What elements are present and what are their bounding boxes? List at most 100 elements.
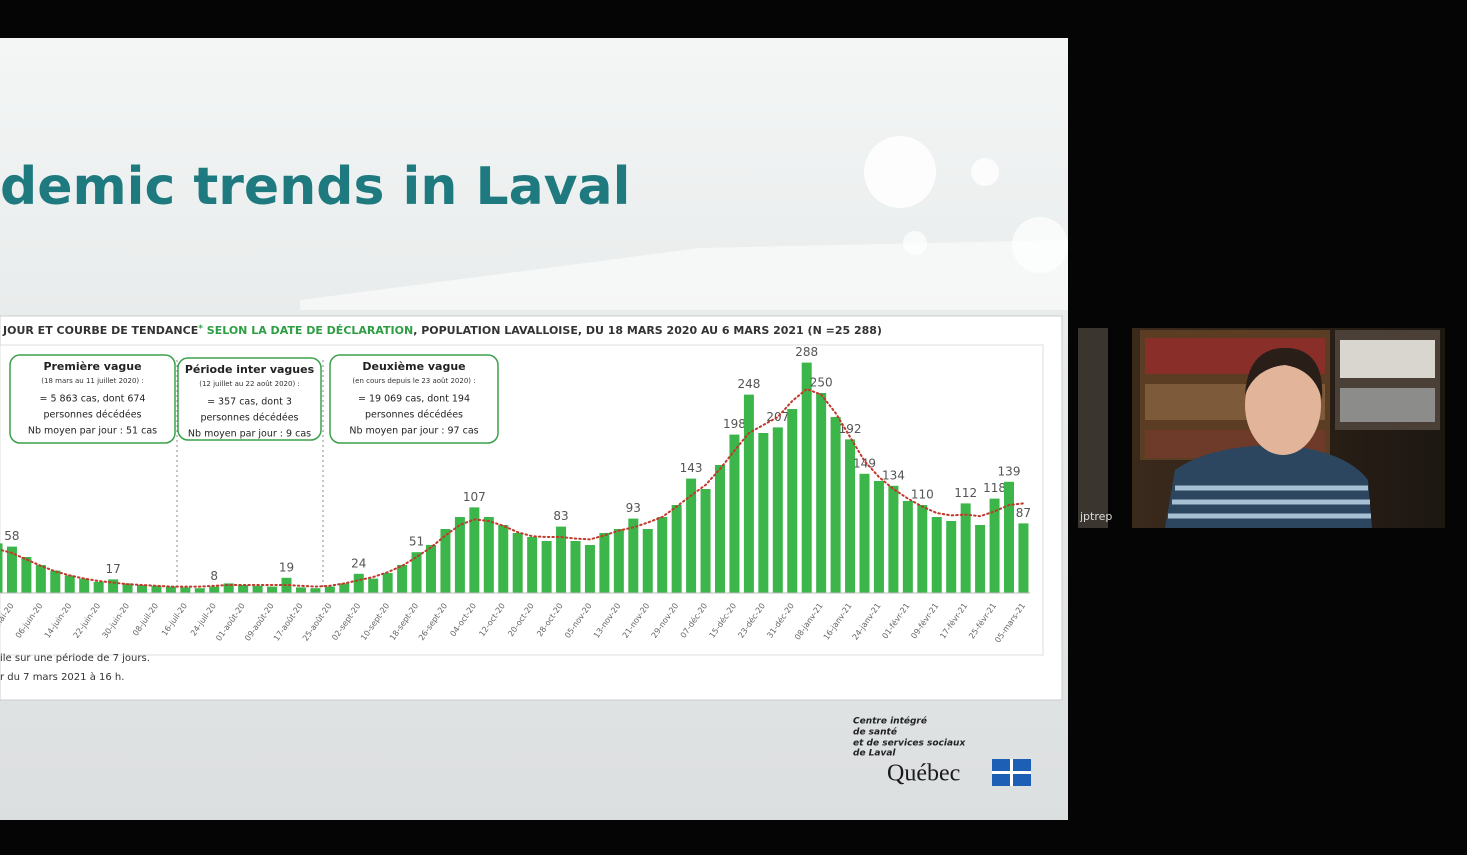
value-label: 112 (954, 486, 977, 500)
bar (902, 501, 913, 593)
logo-text: de santé (853, 727, 897, 738)
bar (599, 533, 610, 593)
bar (498, 525, 509, 593)
value-label: 288 (795, 345, 818, 359)
value-label: 17 (105, 562, 120, 576)
bar (382, 573, 393, 593)
bar (454, 517, 465, 593)
bar (426, 545, 436, 593)
bar (743, 394, 754, 593)
value-label: 58 (4, 529, 19, 543)
footnote: r du 7 mars 2021 à 16 h. (0, 671, 124, 683)
bar (628, 518, 639, 593)
bar (295, 587, 306, 593)
bar (440, 529, 451, 593)
side-tile (1078, 328, 1108, 528)
chart-title-part: , POPULATION LAVALLOISE, DU 18 MARS 2020… (413, 324, 882, 337)
info-box (329, 354, 499, 444)
trend-line (0, 387, 1025, 588)
box-subtitle: (18 mars au 11 juillet 2020) : (41, 377, 143, 385)
value-label: 198 (723, 417, 746, 431)
decor (971, 158, 999, 186)
value-label: 110 (911, 488, 934, 502)
value-label: 87 (1016, 506, 1031, 520)
logo-flag (992, 759, 1031, 786)
bar (541, 541, 552, 593)
chart-title-part: * (198, 324, 203, 334)
box-line: = 19 069 cas, dont 194 (358, 394, 470, 405)
box-line: Nb moyen par jour : 9 cas (188, 429, 311, 440)
person (1165, 347, 1372, 528)
bar (79, 578, 90, 593)
bar (758, 433, 769, 593)
value-label: 118 (983, 481, 1006, 495)
bar (1018, 523, 1029, 593)
participant-name: jptrep (1079, 510, 1112, 523)
box-title: Période inter vagues (185, 363, 315, 376)
chart-title: JOUR ET COURBE DE TENDANCE* SELON LA DAT… (2, 324, 882, 338)
chart-title-part: SELON LA DATE DE DÉCLARATION (203, 324, 413, 337)
bar (989, 498, 1000, 593)
bar (715, 465, 725, 593)
bar (584, 545, 595, 593)
chart-frame (0, 344, 1044, 656)
bar (353, 573, 364, 593)
value-label: 8 (210, 569, 218, 583)
bar (0, 543, 3, 593)
bar (946, 521, 957, 593)
decor (300, 240, 1068, 310)
bar (787, 409, 798, 593)
bar (845, 439, 856, 593)
bar (527, 537, 538, 593)
bar (339, 583, 350, 593)
bar (888, 485, 899, 593)
box-line: personnes décédées (365, 410, 463, 421)
bar (209, 586, 220, 593)
box-line: personnes décédées (200, 413, 298, 424)
bar (729, 434, 740, 593)
box-line: personnes décédées (43, 410, 141, 421)
slide-title: demic trends in Laval (0, 157, 630, 217)
bar (238, 585, 249, 593)
bar (613, 529, 624, 593)
bar (252, 585, 263, 593)
bar (223, 583, 234, 593)
bar (816, 393, 827, 593)
footnote: ile sur une période de 7 jours. (0, 652, 150, 664)
bar (830, 417, 841, 593)
bar (570, 541, 581, 593)
bar (483, 517, 494, 593)
bar (93, 581, 104, 593)
value-label: 143 (680, 461, 703, 475)
logo-text: de Laval (853, 749, 896, 759)
bar (267, 586, 278, 593)
info-box (177, 357, 322, 441)
bar (137, 585, 147, 593)
bar (108, 579, 119, 593)
value-label: 107 (463, 490, 486, 504)
bar (368, 578, 379, 593)
bar (411, 552, 422, 593)
box-title: Première vague (43, 360, 141, 373)
bar (469, 507, 480, 593)
info-box (9, 354, 176, 444)
bar (556, 526, 567, 593)
bar (671, 505, 682, 593)
value-label: 51 (409, 535, 424, 549)
bar (975, 525, 986, 593)
value-label: 248 (737, 377, 760, 391)
box-line: Nb moyen par jour : 97 cas (349, 426, 478, 437)
value-label: 24 (351, 556, 366, 570)
logo-text: et de services sociaux (853, 739, 966, 749)
value-label: 19 (279, 560, 294, 574)
bar (35, 565, 46, 593)
box-subtitle: (12 juillet au 22 août 2020) : (199, 380, 300, 388)
box-line: = 357 cas, dont 3 (207, 397, 292, 408)
bar (194, 588, 205, 593)
box-line: Nb moyen par jour : 51 cas (28, 426, 157, 437)
bar (165, 586, 176, 593)
bar (801, 362, 812, 593)
bar (859, 473, 870, 593)
bar (772, 427, 783, 593)
